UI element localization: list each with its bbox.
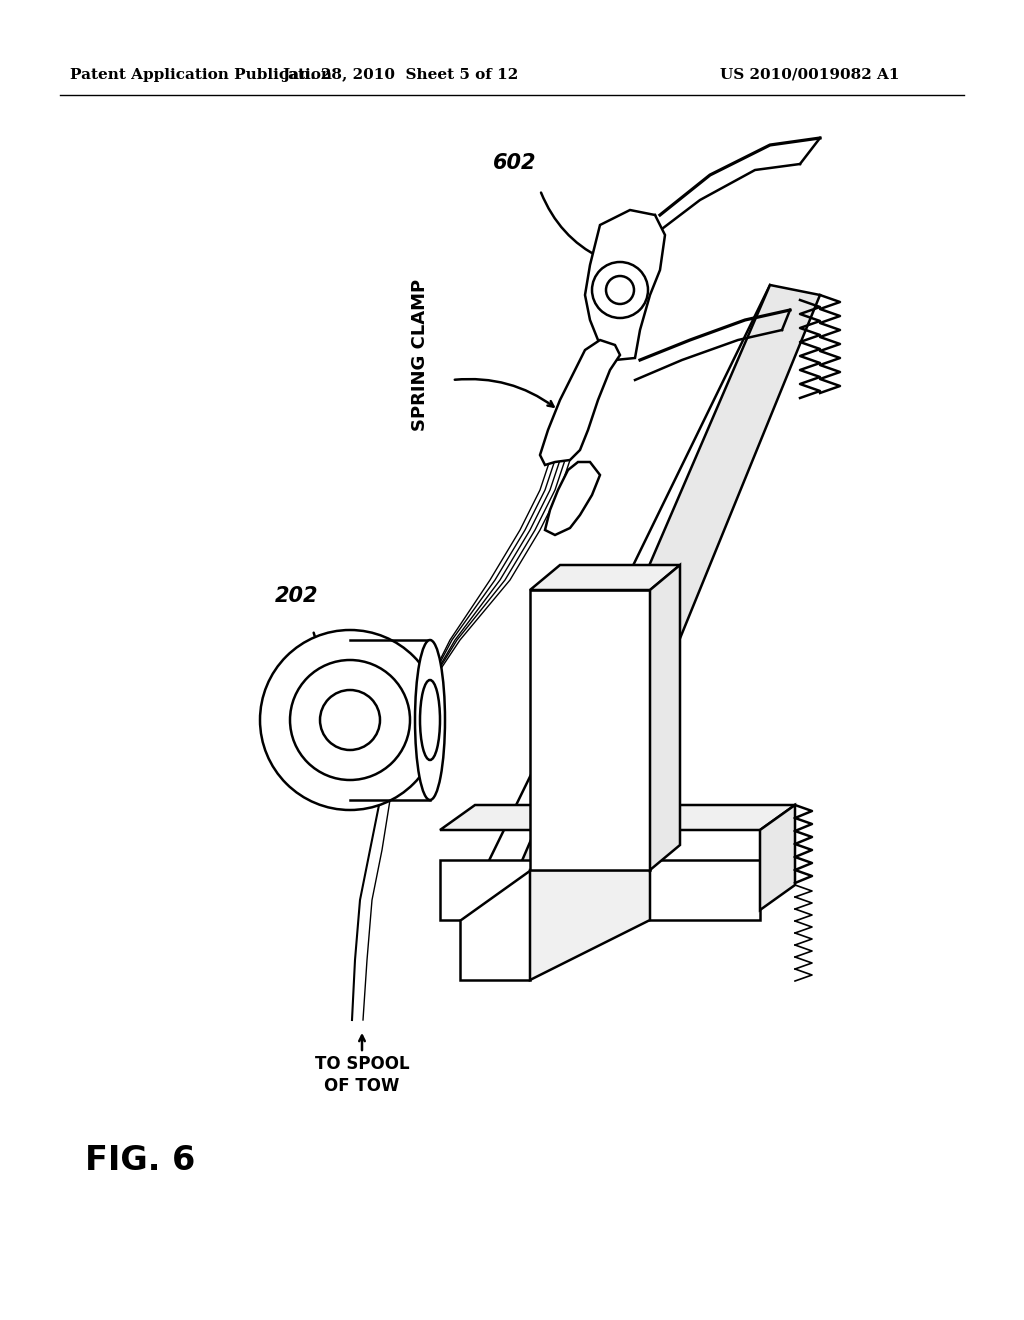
Polygon shape (545, 462, 600, 535)
Text: TO SPOOL
OF TOW: TO SPOOL OF TOW (314, 1055, 410, 1096)
Ellipse shape (290, 660, 410, 780)
Ellipse shape (319, 690, 380, 750)
Circle shape (592, 261, 648, 318)
Text: US 2010/0019082 A1: US 2010/0019082 A1 (720, 69, 899, 82)
Text: FIG. 6: FIG. 6 (85, 1143, 196, 1176)
Polygon shape (585, 210, 665, 360)
Polygon shape (530, 590, 650, 870)
Text: Patent Application Publication: Patent Application Publication (70, 69, 332, 82)
Ellipse shape (260, 630, 440, 810)
Text: 202: 202 (275, 586, 318, 606)
Polygon shape (540, 341, 620, 465)
Polygon shape (440, 805, 795, 830)
Polygon shape (760, 805, 795, 909)
Polygon shape (530, 870, 650, 979)
Text: 602: 602 (494, 153, 537, 173)
Polygon shape (530, 565, 680, 590)
Circle shape (606, 276, 634, 304)
Polygon shape (460, 870, 530, 979)
Polygon shape (490, 285, 820, 945)
Text: SPRING CLAMP: SPRING CLAMP (411, 279, 429, 432)
Text: Jan. 28, 2010  Sheet 5 of 12: Jan. 28, 2010 Sheet 5 of 12 (282, 69, 518, 82)
Polygon shape (650, 565, 680, 870)
Ellipse shape (420, 680, 440, 760)
Polygon shape (460, 285, 800, 935)
Polygon shape (440, 861, 760, 920)
Ellipse shape (415, 640, 445, 800)
